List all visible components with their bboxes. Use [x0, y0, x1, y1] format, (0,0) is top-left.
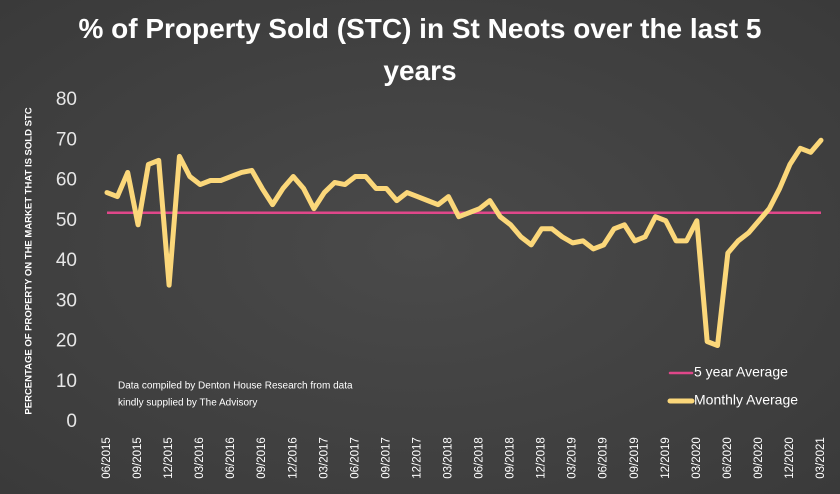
y-tick-label: 40 [56, 250, 77, 271]
y-tick-label: 20 [56, 331, 77, 352]
y-tick-label: 70 [56, 129, 77, 150]
x-tick-label: 09/2015 [132, 437, 144, 479]
y-tick-label: 10 [56, 371, 77, 392]
x-tick-label: 09/2017 [380, 437, 392, 479]
x-tick-label: 03/2021 [815, 437, 827, 479]
x-tick-label: 06/2016 [225, 437, 237, 479]
legend-label: 5 year Average [694, 364, 788, 380]
x-tick-label: 09/2020 [753, 437, 765, 479]
x-tick-label: 12/2018 [536, 437, 548, 479]
chart-title: % of Property Sold (STC) in St Neots ove… [78, 13, 762, 86]
x-tick-label: 12/2015 [163, 437, 175, 479]
x-tick-label: 06/2018 [474, 437, 486, 479]
annotation: Data compiled by Denton House Research f… [118, 381, 353, 392]
x-tick-label: 03/2020 [691, 437, 703, 479]
legend-label: Monthly Average [694, 392, 798, 408]
data-line [104, 137, 824, 349]
x-tick-label: 03/2019 [567, 437, 579, 479]
annotation: kindly supplied by The Advisory [118, 398, 257, 409]
x-tick-label: 03/2018 [443, 437, 455, 479]
y-tick-label: 50 [56, 210, 77, 231]
x-tick-label: 09/2019 [629, 437, 641, 479]
x-tick-label: 03/2016 [194, 437, 206, 479]
x-tick-label: 12/2020 [784, 437, 796, 479]
y-tick-label: 60 [56, 170, 77, 191]
x-tick-label: 06/2017 [349, 437, 361, 479]
x-tick-label: 12/2019 [660, 437, 672, 479]
x-tick-label: 06/2019 [598, 437, 610, 479]
y-axis-label: PERCENTAGE OF PROPERTY ON THE MARKET THA… [24, 107, 35, 414]
x-tick-label: 09/2018 [505, 437, 517, 479]
y-tick-label: 80 [56, 89, 77, 110]
y-tick-label: 30 [56, 290, 77, 311]
x-tick-label: 03/2017 [318, 437, 330, 479]
x-tick-label: 12/2016 [287, 437, 299, 479]
x-tick-label: 09/2016 [256, 437, 268, 479]
x-tick-label: 06/2015 [101, 437, 113, 479]
y-tick-label: 0 [66, 411, 77, 432]
x-tick-label: 12/2017 [411, 437, 423, 479]
x-tick-label: 06/2020 [722, 437, 734, 479]
